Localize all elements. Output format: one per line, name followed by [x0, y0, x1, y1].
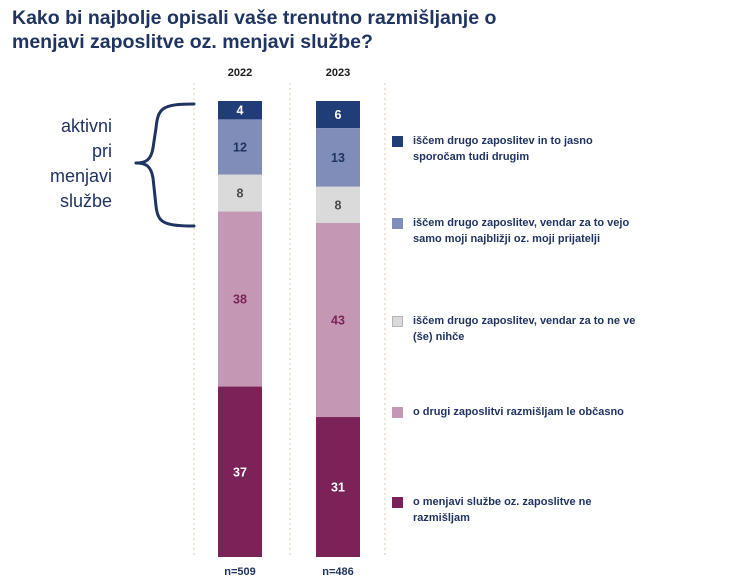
- bracket-label-line: službe: [59, 191, 112, 211]
- bar-value-label: 12: [233, 141, 247, 155]
- legend-label: o menjavi službe oz. zaposlitve ne razmi…: [413, 496, 592, 524]
- legend-swatch: [392, 407, 403, 418]
- legend-label: iščem drugo zaposlitev, vendar za to ne …: [413, 315, 636, 343]
- bar-value-label: 8: [335, 198, 342, 212]
- bar-value-label: 6: [335, 108, 342, 122]
- legend-swatch: [392, 218, 403, 229]
- bar-segment: [218, 211, 262, 387]
- bar-segment: [316, 186, 360, 223]
- bar-groups: 2022 4 12 8 38 37 n=509 2023 6 13 8 43 31 n=486: [218, 67, 360, 578]
- bar-value-label: 4: [237, 104, 244, 118]
- chart-title: Kako bi najbolje opisali vaše trenutno r…: [12, 7, 497, 53]
- sample-size-label: n=509: [224, 566, 256, 578]
- bar-value-label: 37: [233, 465, 247, 479]
- legend-label: o drugi zaposlitvi razmišljam le občasno: [413, 406, 624, 418]
- legend-swatch: [392, 136, 403, 147]
- bracket-label-line: pri: [91, 141, 112, 161]
- bracket-label-line: menjavi: [49, 166, 112, 186]
- legend-swatch: [392, 497, 403, 508]
- bracket-brace-icon: [134, 102, 196, 228]
- legend-item: o menjavi službe oz. zaposlitve ne razmi…: [392, 494, 642, 526]
- legend-item: o drugi zaposlitvi razmišljam le občasno: [392, 404, 642, 420]
- bar-segment: [316, 101, 360, 129]
- bar-value-label: 38: [233, 293, 247, 307]
- bar-segment: [316, 222, 360, 418]
- bar-segment: [218, 101, 262, 120]
- legend-item: iščem drugo zaposlitev in to jasno sporo…: [392, 133, 642, 165]
- sample-size-label: n=486: [322, 566, 354, 578]
- bar-segment: [218, 119, 262, 175]
- legend-item: iščem drugo zaposlitev, vendar za to ne …: [392, 313, 642, 345]
- legend-item: iščem drugo zaposlitev, vendar za to vej…: [392, 215, 642, 247]
- bracket-label-line: aktivni: [60, 116, 112, 136]
- bar-segment: [218, 174, 262, 212]
- bar-value-label: 43: [331, 313, 345, 327]
- column-guides: [193, 83, 386, 557]
- bar-segment: [316, 128, 360, 187]
- bar-value-label: 8: [237, 187, 244, 201]
- bar-value-label: 13: [331, 151, 345, 165]
- legend-label: iščem drugo zaposlitev in to jasno sporo…: [413, 135, 593, 163]
- bar-value-label: 31: [331, 481, 345, 495]
- legend-label: iščem drugo zaposlitev, vendar za to vej…: [413, 217, 630, 245]
- year-label: 2023: [326, 67, 350, 79]
- bar-segment: [316, 417, 360, 557]
- legend-swatch: [392, 316, 403, 327]
- year-label: 2022: [228, 67, 252, 79]
- bar-segment: [218, 386, 262, 557]
- bracket-label: aktivni pri menjavi službe: [32, 114, 112, 214]
